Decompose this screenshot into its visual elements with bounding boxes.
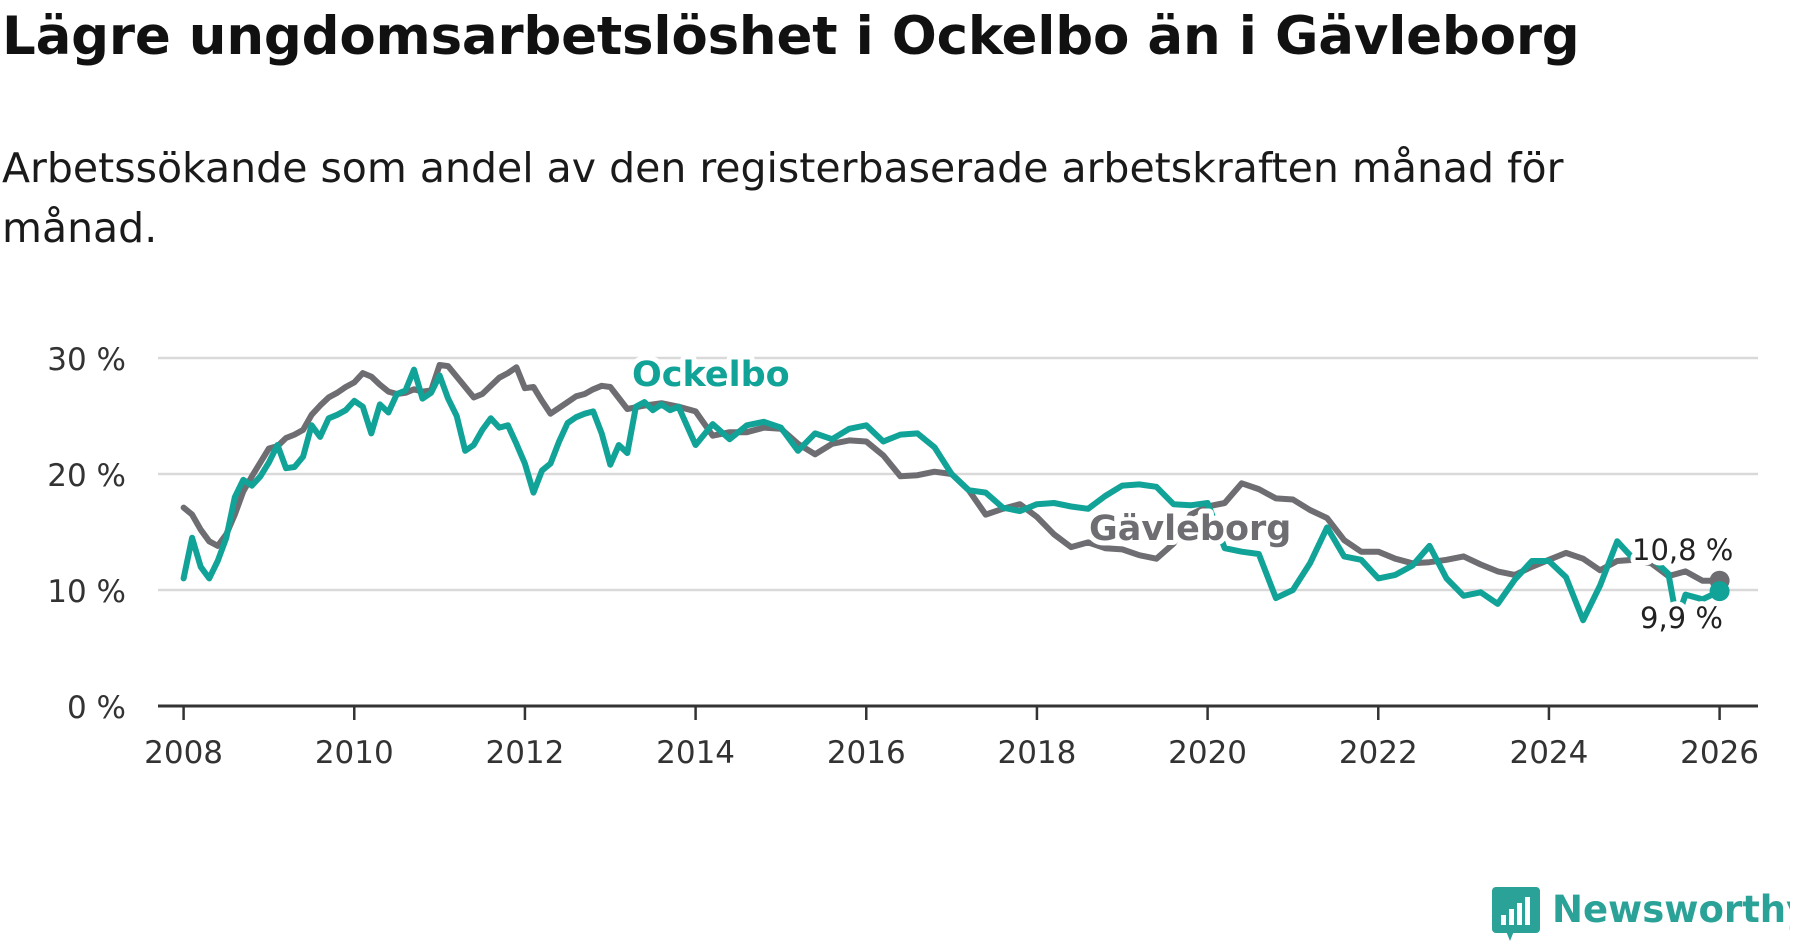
end-point-ockelbo [1709,581,1730,602]
chart-title: Lägre ungdomsarbetslöshet i Ockelbo än i… [2,6,1580,67]
series-line-ockelbo [180,366,1723,624]
series-label-ockelbo: Ockelbo [632,355,790,395]
y-tick-label-30: 30 % [47,342,126,378]
chart-subtitle: Arbetssökande som andel av den registerb… [2,144,1564,252]
x-tick-label-2010: 2010 [315,735,394,771]
x-tick-label-2022: 2022 [1339,735,1418,771]
end-label-ockelbo-halo: 9,9 % [1640,601,1723,635]
axes: 0 % 10 % 20 % 30 % 2008 2010 2012 2014 2016 2018 2… [47,342,1759,771]
x-tick-label-2012: 2012 [485,735,564,771]
newsworthy-logo-icon [1492,887,1540,941]
y-tick-label-20: 20 % [47,458,126,494]
x-tick-label-2014: 2014 [656,735,735,771]
x-tick-label-2016: 2016 [827,735,906,771]
end-label-ockelbo: 9,9 % [1640,601,1723,635]
newsworthy-wordmark: Newsworthy [1552,888,1790,931]
x-tick-label-2026: 2026 [1680,735,1759,771]
series-label-gavleborg-halo: Gävleborg [1089,509,1291,549]
end-label-gavleborg-halo: 10,8 % [1632,533,1733,567]
series-label-gavleborg: Gävleborg [1089,509,1291,549]
x-tick-label-2008: 2008 [144,735,223,771]
end-label-gavleborg: 10,8 % [1632,533,1733,567]
x-tick-label-2020: 2020 [1168,735,1247,771]
gridlines [158,356,1758,592]
series-layer [180,362,1730,624]
newsworthy-logo[interactable]: Newsworthy [1490,885,1790,945]
series-label-ockelbo-halo: Ockelbo [632,355,790,395]
x-tick-label-2018: 2018 [997,735,1076,771]
y-tick-label-0: 0 % [67,690,126,726]
x-tick-label-2024: 2024 [1509,735,1588,771]
y-tick-label-10: 10 % [47,574,126,610]
